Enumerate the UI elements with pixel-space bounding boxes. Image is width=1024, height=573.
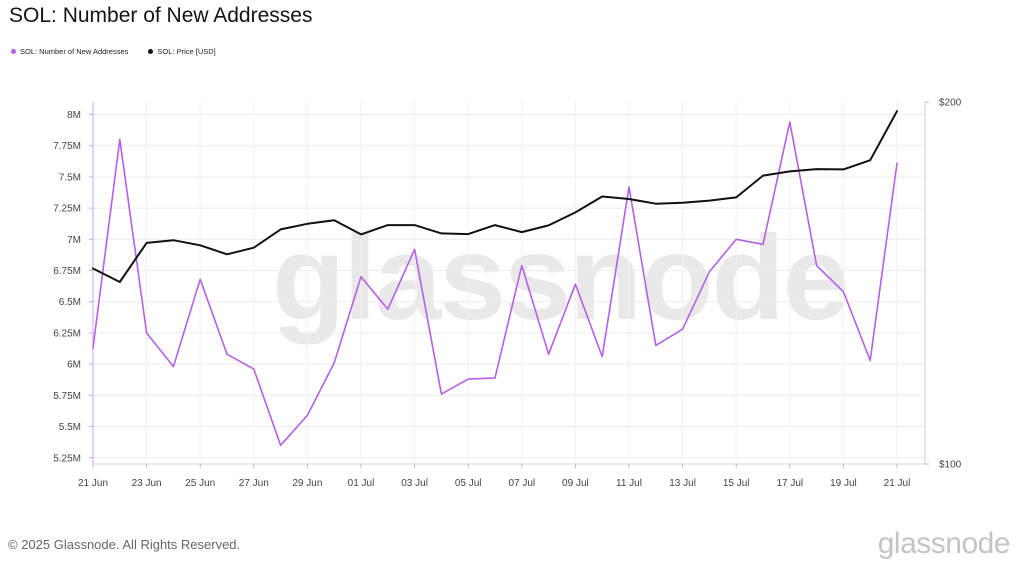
y-left-tick-label: 7.5M — [59, 172, 81, 183]
legend-item-price[interactable]: SOL: Price [USD] — [148, 47, 216, 56]
x-tick-label: 27 Jun — [239, 478, 269, 489]
y-left-tick-label: 7.75M — [53, 141, 81, 152]
legend-label-price: SOL: Price [USD] — [157, 47, 216, 56]
y-left-tick-label: 8M — [67, 110, 81, 121]
x-tick-label: 17 Jul — [776, 478, 803, 489]
y-left-tick-label: 7.25M — [53, 204, 81, 215]
x-tick-label: 03 Jul — [401, 478, 428, 489]
x-tick-label: 01 Jul — [348, 478, 375, 489]
glassnode-logo: glassnode — [877, 527, 1011, 560]
x-tick-label: 07 Jul — [508, 478, 535, 489]
legend-item-new-addresses[interactable]: SOL: Number of New Addresses — [11, 47, 128, 56]
watermark: glassnode — [272, 211, 849, 345]
series-line-new-addresses — [92, 121, 898, 447]
x-tick-label: 09 Jul — [562, 478, 589, 489]
y-left-tick-label: 7M — [67, 235, 81, 246]
x-tick-label: 21 Jun — [78, 478, 108, 489]
legend-swatch-new-addresses — [11, 49, 16, 54]
legend-label-new-addresses: SOL: Number of New Addresses — [20, 47, 129, 56]
x-tick-label: 23 Jun — [132, 478, 162, 489]
y-left-tick-label: 5.25M — [53, 453, 81, 464]
chart-legend: SOL: Number of New Addresses SOL: Price … — [11, 47, 216, 56]
x-tick-label: 19 Jul — [830, 478, 857, 489]
x-tick-label: 29 Jun — [292, 478, 322, 489]
x-tick-label: 13 Jul — [669, 478, 696, 489]
x-tick-label: 11 Jul — [616, 478, 642, 489]
y-left-tick-label: 5.75M — [53, 391, 81, 402]
y-right-tick-label: $200 — [939, 98, 962, 109]
y-left-tick-label: 6.75M — [53, 266, 81, 277]
y-left-tick-label: 6M — [67, 360, 81, 371]
x-tick-label: 25 Jun — [185, 478, 215, 489]
x-tick-label: 15 Jul — [723, 478, 750, 489]
y-left-tick-label: 6.5M — [59, 297, 81, 308]
copyright-text: © 2025 Glassnode. All Rights Reserved. — [8, 537, 241, 552]
x-tick-label: 05 Jul — [455, 478, 482, 489]
legend-swatch-price — [148, 49, 154, 54]
y-left-tick-label: 6.25M — [53, 328, 81, 339]
x-tick-label: 21 Jul — [884, 478, 911, 489]
series-line-price — [92, 110, 898, 283]
y-left-tick-label: 5.5M — [59, 422, 81, 433]
y-right-tick-label: $100 — [939, 460, 962, 471]
chart-title: SOL: Number of New Addresses — [9, 4, 313, 27]
